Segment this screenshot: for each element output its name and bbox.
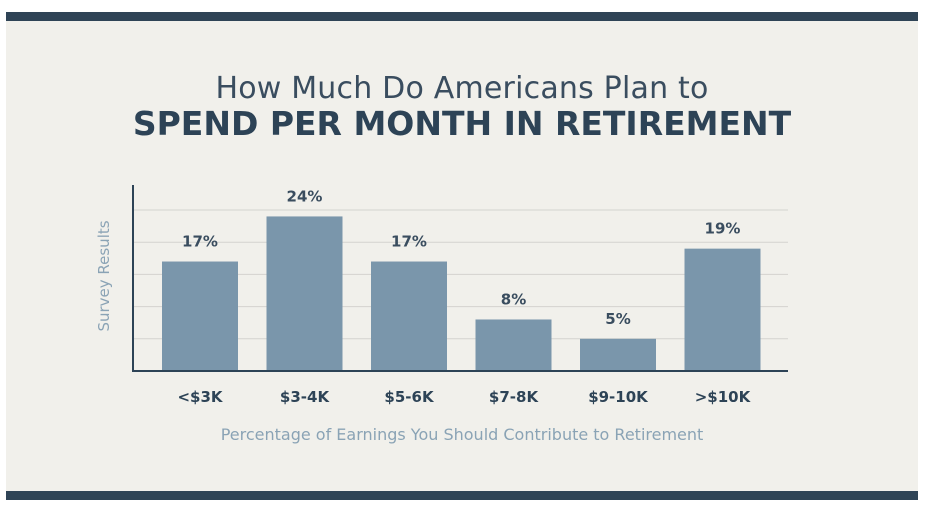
- chart-card: [6, 12, 918, 500]
- data-label: 24%: [287, 187, 323, 205]
- data-label: 19%: [705, 220, 741, 238]
- data-label: 17%: [391, 233, 427, 251]
- x-tick-label: $5-6K: [384, 388, 435, 406]
- chart-subtitle: SPEND PER MONTH IN RETIREMENT: [132, 104, 792, 143]
- top-band: [6, 12, 918, 21]
- bar: [162, 261, 238, 371]
- x-tick-label: $9-10K: [588, 388, 649, 406]
- x-tick-label: <$3K: [177, 388, 223, 406]
- x-tick-label: $7-8K: [489, 388, 540, 406]
- bar: [371, 261, 447, 371]
- data-label: 5%: [605, 310, 630, 328]
- x-tick-label: >$10K: [695, 388, 752, 406]
- data-label: 8%: [501, 290, 526, 308]
- bar: [580, 338, 656, 371]
- bar: [475, 319, 552, 371]
- chart-title: How Much Do Americans Plan to: [215, 71, 709, 106]
- bar: [684, 248, 761, 371]
- bar: [266, 216, 343, 371]
- x-axis-label: Percentage of Earnings You Should Contri…: [220, 425, 704, 444]
- bottom-band: [6, 491, 918, 500]
- data-label: 17%: [182, 233, 218, 251]
- x-tick-label: $3-4K: [280, 388, 331, 406]
